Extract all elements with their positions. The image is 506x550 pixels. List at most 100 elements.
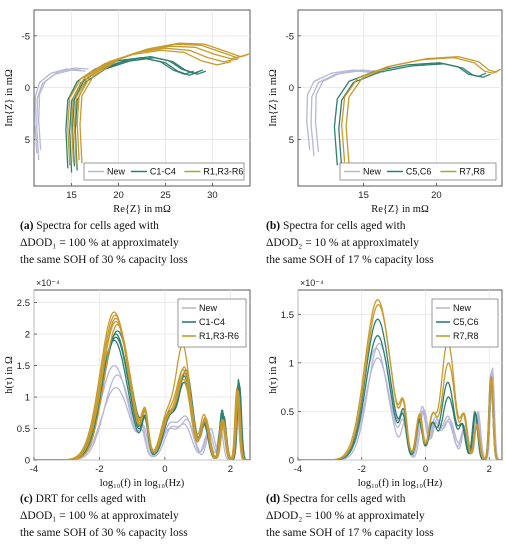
legend-label-a-2: R1,R3-R6 (203, 167, 243, 177)
legend-label-d-1: C5,C6 (453, 317, 479, 327)
y-tick-label-c-5: 2.5 (17, 298, 30, 309)
series-line-b-0-0 (306, 69, 376, 150)
series-group-d (298, 299, 502, 460)
series-line-a-0-2 (38, 67, 89, 150)
caption-c-line-1: DRT for cells aged with (35, 493, 146, 505)
caption-c-line-3: the same SOH of 30 % capacity loss (20, 527, 188, 539)
x-tick-label-b-0: 15 (358, 190, 369, 201)
caption-a: (a) Spectra for cells aged with ΔDOD₁ = … (20, 218, 250, 269)
y-tick-label-a-1: 0 (25, 83, 30, 94)
y-tick-label-a-2: 5 (25, 135, 30, 146)
y-tick-label-c-1: 0.5 (17, 424, 30, 435)
legend-label-c-2: R1,R3-R6 (199, 331, 239, 341)
y-axis-label-d: h(τ) in Ω (268, 356, 279, 394)
legend-a: New C1-C4 R1,R3-R6 (83, 162, 245, 181)
legend-label-d-0: New (453, 303, 472, 313)
legend-b: New C5,C6 R7,R8 (339, 162, 497, 181)
caption-a-line-3: the same SOH of 30 % capacity loss (20, 254, 188, 266)
x-axis-label-d: log₁₀(f) in log₁₀(Hz) (358, 478, 443, 489)
y-tick-label-c-4: 2 (25, 330, 30, 341)
legend-c: New C1-C4 R1,R3-R6 (177, 298, 247, 348)
caption-b-tag: (b) (266, 220, 281, 232)
legend-box-c (177, 298, 247, 348)
x-tick-label-c-2: 0 (162, 464, 167, 475)
caption-d-line-2: ΔDOD₂ = 100 % at approximately (266, 510, 425, 522)
y-tick-label-b-2: 5 (289, 135, 294, 146)
plot-a: 15 20 25 30 -5 0 5 Re{Z} in mΩ Im{Z} in mΩ New C1-… (4, 9, 251, 215)
series-line-b-1-1 (338, 63, 491, 169)
x-tick-label-d-0: -4 (294, 464, 302, 475)
legend-d: New C5,C6 R7,R8 (431, 298, 499, 348)
caption-d: (d) Spectra for cells aged with ΔDOD₂ = … (266, 491, 502, 542)
caption-d-tag: (d) (266, 493, 281, 505)
legend-label-a-0: New (107, 167, 126, 177)
x-tick-label-a-2: 25 (160, 190, 171, 201)
plot-frame-a (33, 9, 251, 187)
y-tick-label-b-1: 0 (289, 83, 294, 94)
y-axis-label-b: Im{Z} in mΩ (268, 69, 279, 127)
series-group-a (34, 42, 250, 173)
x-tick-label-c-0: -4 (30, 464, 38, 475)
x-tick-label-a-0: 15 (66, 190, 77, 201)
caption-b: (b) Spectra for cells aged with ΔDOD₂ = … (266, 218, 502, 269)
series-line-a-1-3 (74, 56, 207, 171)
x-tick-label-c-1: -2 (95, 464, 103, 475)
legend-label-b-1: C5,C6 (406, 167, 432, 177)
caption-b-line-1: Spectra for cells aged with (282, 220, 406, 232)
legend-label-a-1: C1-C4 (150, 167, 176, 177)
caption-b-line-3: the same SOH of 17 % capacity loss (266, 254, 434, 266)
plot-b: 15 20 -5 0 5 Re{Z} in mΩ Im{Z} in mΩ New C5,C6 R7… (268, 9, 503, 215)
y-exponent-c: ×10⁻⁴ (36, 278, 60, 288)
legend-label-c-1: C1-C4 (199, 317, 225, 327)
legend-box-a (83, 162, 245, 181)
series-line-b-0-2 (314, 69, 385, 152)
legend-box-b (339, 162, 497, 181)
plot-c: -4 -2 0 2 0 0.5 1 1.5 2 2.5 log₁₀(f) in log₁₀(Hz) h… (4, 278, 251, 489)
x-tick-label-b-1: 20 (431, 190, 442, 201)
legend-label-b-0: New (363, 167, 382, 177)
series-group-b (306, 55, 501, 169)
x-axis-label-b: Re{Z} in mΩ (371, 204, 429, 215)
caption-c-tag: (c) (20, 493, 33, 505)
caption-a-tag: (a) (20, 220, 34, 232)
series-group-c (34, 311, 250, 460)
x-tick-label-a-3: 30 (207, 190, 218, 201)
series-line-d-2-1 (298, 303, 502, 460)
y-tick-label-c-2: 1 (25, 393, 30, 404)
series-line-b-2-1 (345, 55, 501, 165)
x-axis-label-c: log₁₀(f) in log₁₀(Hz) (100, 478, 185, 489)
y-tick-label-d-3: 1.5 (281, 310, 294, 321)
caption-a-line-1: Spectra for cells aged with (36, 220, 159, 232)
y-tick-label-a-0: -5 (22, 31, 30, 42)
caption-a-line-2: ΔDOD₁ = 100 % at approximately (20, 237, 179, 249)
plot-frame-b (297, 9, 503, 187)
x-tick-label-c-3: 2 (228, 464, 233, 475)
series-line-a-2-4 (79, 42, 250, 164)
x-tick-label-d-3: 2 (487, 464, 492, 475)
y-tick-label-b-0: -5 (286, 31, 294, 42)
y-tick-label-d-0: 0 (289, 456, 294, 467)
legend-box-d (431, 298, 499, 348)
y-tick-label-d-1: 0.5 (281, 407, 294, 418)
legend-label-d-2: R7,R8 (453, 331, 479, 341)
series-line-c-2-4 (34, 314, 250, 460)
y-tick-label-c-3: 1.5 (17, 361, 30, 372)
x-axis-label-a: Re{Z} in mΩ (113, 204, 171, 215)
caption-d-line-1: Spectra for cells aged with (282, 493, 406, 505)
caption-d-line-3: the same SOH of 17 % capacity loss (266, 527, 434, 539)
y-axis-label-a: Im{Z} in mΩ (4, 69, 15, 127)
x-tick-label-d-2: 0 (423, 464, 428, 475)
y-tick-label-d-2: 1 (289, 358, 294, 369)
caption-c-line-2: ΔDOD₁ = 100 % at approximately (20, 510, 179, 522)
y-tick-label-c-0: 0 (25, 456, 30, 467)
caption-b-line-2: ΔDOD₂ = 10 % at approximately (266, 237, 419, 249)
y-exponent-d: ×10⁻⁴ (300, 278, 324, 288)
legend-label-c-0: New (199, 303, 218, 313)
y-axis-label-c: h(τ) in Ω (4, 356, 15, 394)
caption-c: (c) DRT for cells aged with ΔDOD₁ = 100 … (20, 491, 260, 542)
x-tick-label-a-1: 20 (113, 190, 124, 201)
series-line-a-0-1 (36, 69, 86, 161)
legend-label-b-2: R7,R8 (459, 167, 485, 177)
x-tick-label-d-1: -2 (358, 464, 366, 475)
